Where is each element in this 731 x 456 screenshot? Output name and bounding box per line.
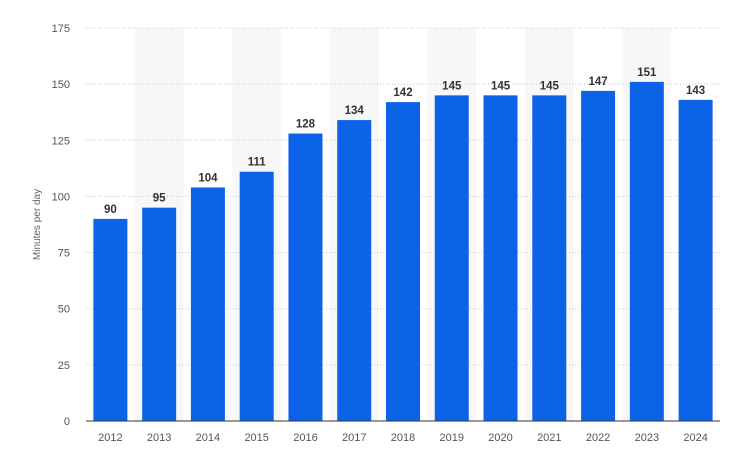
data-label: 145 bbox=[491, 80, 511, 92]
x-tick-label: 2018 bbox=[391, 432, 415, 444]
bar-2014 bbox=[190, 187, 225, 421]
bar-2024 bbox=[678, 99, 713, 421]
x-tick-label: 2021 bbox=[537, 432, 561, 444]
x-tick-label: 2019 bbox=[440, 432, 464, 444]
y-axis-ticks: 0 25 50 75 100 125 150 175 bbox=[52, 23, 70, 428]
x-tick-label: 2017 bbox=[342, 432, 366, 444]
data-label: 111 bbox=[248, 157, 267, 169]
data-label: 143 bbox=[686, 85, 705, 97]
y-tick-label: 50 bbox=[58, 304, 70, 316]
bar-2021 bbox=[532, 95, 567, 421]
data-label: 128 bbox=[296, 119, 316, 131]
bar-2012 bbox=[93, 218, 128, 421]
x-tick-label: 2012 bbox=[98, 432, 122, 444]
data-label: 142 bbox=[393, 87, 412, 99]
x-tick-label: 2023 bbox=[635, 432, 659, 444]
data-label: 145 bbox=[540, 80, 560, 92]
bar-2017 bbox=[337, 120, 372, 422]
y-tick-label: 125 bbox=[52, 135, 70, 147]
bar-2022 bbox=[581, 90, 616, 421]
x-tick-label: 2015 bbox=[244, 432, 268, 444]
x-tick-label: 2016 bbox=[293, 432, 317, 444]
bar-2019 bbox=[434, 95, 469, 421]
y-tick-label: 175 bbox=[52, 23, 70, 35]
data-labels: 90 95 104 111 128 134 142 145 145 145 147 151 143 bbox=[104, 67, 705, 216]
data-label: 145 bbox=[442, 80, 462, 92]
bar-2015 bbox=[239, 171, 274, 421]
x-tick-label: 2014 bbox=[196, 432, 220, 444]
x-tick-label: 2020 bbox=[488, 432, 512, 444]
data-label: 147 bbox=[588, 76, 607, 88]
data-label: 151 bbox=[637, 67, 657, 79]
x-tick-label: 2013 bbox=[147, 432, 171, 444]
x-axis-ticks: 2012 2013 2014 2015 2016 2017 2018 2019 2020 2021… bbox=[98, 432, 708, 444]
bar-2020 bbox=[483, 95, 518, 421]
y-tick-label: 0 bbox=[64, 416, 70, 428]
y-tick-label: 75 bbox=[58, 248, 70, 260]
bar-2013 bbox=[142, 207, 177, 421]
x-tick-label: 2024 bbox=[683, 432, 707, 444]
y-tick-label: 100 bbox=[52, 191, 70, 203]
x-tick-label: 2022 bbox=[586, 432, 610, 444]
bars bbox=[93, 81, 713, 422]
y-axis-title: Minutes per day bbox=[32, 189, 43, 260]
y-tick-label: 25 bbox=[58, 360, 70, 372]
data-label: 95 bbox=[153, 193, 166, 205]
bar-2023 bbox=[629, 81, 664, 421]
data-label: 134 bbox=[345, 105, 365, 117]
bar-2018 bbox=[386, 102, 420, 421]
y-tick-label: 150 bbox=[52, 79, 70, 91]
data-label: 90 bbox=[104, 204, 117, 216]
data-label: 104 bbox=[198, 172, 218, 184]
bar-2016 bbox=[288, 133, 323, 421]
